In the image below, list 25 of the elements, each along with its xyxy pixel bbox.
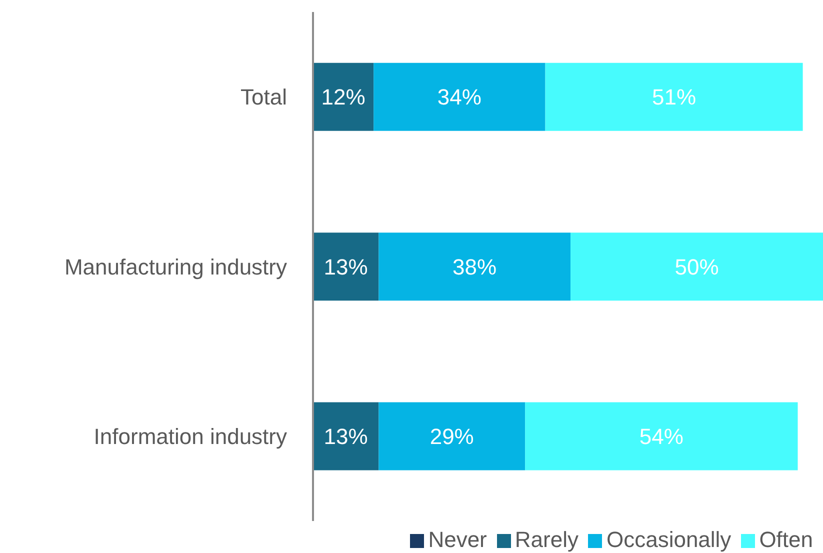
bar — [374, 62, 546, 131]
y-tick-label: Information industry — [94, 424, 287, 449]
bar — [378, 232, 571, 301]
bar — [313, 62, 374, 131]
bar — [378, 402, 526, 470]
data-label: 13% — [324, 254, 368, 280]
legend-label: Rarely — [514, 527, 578, 552]
bar — [545, 62, 803, 131]
data-label: 29% — [430, 424, 474, 450]
legend-label: Never — [428, 527, 487, 552]
legend-label: Occasionally — [606, 527, 732, 552]
bar — [313, 402, 379, 470]
bar — [313, 232, 379, 301]
data-label: 50% — [674, 254, 719, 280]
bar — [525, 402, 798, 470]
data-label: 51% — [652, 84, 696, 110]
data-label: 54% — [639, 424, 684, 450]
y-tick-label: Manufacturing industry — [64, 254, 287, 280]
data-label: 34% — [437, 84, 482, 110]
data-label: 12% — [321, 84, 366, 110]
y-tick-label: Total — [240, 84, 287, 110]
legend-label: Often — [759, 527, 813, 552]
data-label: 13% — [324, 424, 368, 450]
data-label: 38% — [452, 254, 497, 280]
bar — [570, 232, 823, 301]
